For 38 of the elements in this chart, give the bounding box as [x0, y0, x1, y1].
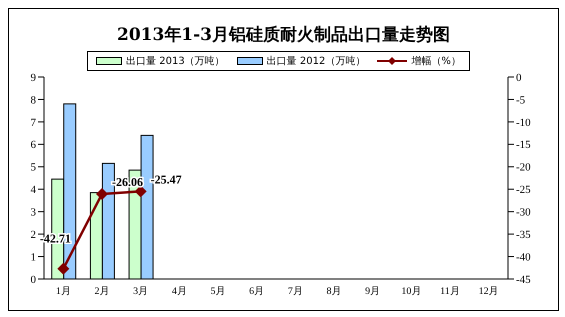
- y-tick-label: 8: [30, 94, 36, 106]
- point: [96, 188, 108, 200]
- legend-label: 出口量 2013（万吨）: [125, 54, 225, 68]
- y2-tick-label: -5: [516, 94, 526, 106]
- y2-tick-label: 0: [516, 72, 522, 84]
- x-tick-label: 11月: [440, 286, 460, 298]
- y2-tick-label: -20: [516, 162, 532, 174]
- x-tick-label: 6月: [249, 286, 264, 298]
- x-tick-label: 12月: [478, 286, 499, 298]
- x-tick-label: 9月: [365, 286, 380, 298]
- y-tick-label: 7: [30, 116, 36, 129]
- y-tick-label: 2: [30, 229, 36, 242]
- x-tick-label: 4月: [172, 286, 187, 298]
- x-tick-label: 7月: [288, 286, 303, 298]
- y-tick-label: 1: [30, 251, 36, 264]
- x-tick-label: 2月: [94, 286, 110, 298]
- y2-tick-label: -45: [516, 274, 532, 286]
- y-tick-label: 6: [30, 139, 36, 152]
- y-tick-label: 3: [30, 206, 36, 219]
- y-tick-label: 9: [30, 72, 36, 84]
- legend-label: 增幅（%）: [410, 55, 461, 68]
- y-tick-label: 4: [30, 184, 36, 196]
- y2-tick-label: -15: [516, 139, 532, 152]
- y2-tick-label: -40: [516, 251, 532, 264]
- y2-tick-label: -10: [516, 116, 532, 129]
- y2-tick-label: -35: [516, 229, 532, 242]
- x-tick-label: 1月: [56, 286, 71, 298]
- x-tick-label: 5月: [210, 286, 226, 298]
- chart-title: 2013年1-3月铝硅质耐火制品出口量走势图: [116, 24, 452, 47]
- x-tick-label: 10月: [401, 286, 422, 298]
- y-tick-label: 5: [30, 162, 36, 174]
- x-tick-label: 3月: [133, 286, 148, 298]
- x-tick-label: 8月: [326, 286, 342, 298]
- y2-tick-label: -30: [516, 206, 532, 219]
- y-tick-label: 0: [30, 274, 36, 286]
- legend-label: 出口量 2012（万吨）: [266, 54, 366, 68]
- y2-tick-label: -25: [516, 184, 532, 196]
- point: [57, 262, 70, 275]
